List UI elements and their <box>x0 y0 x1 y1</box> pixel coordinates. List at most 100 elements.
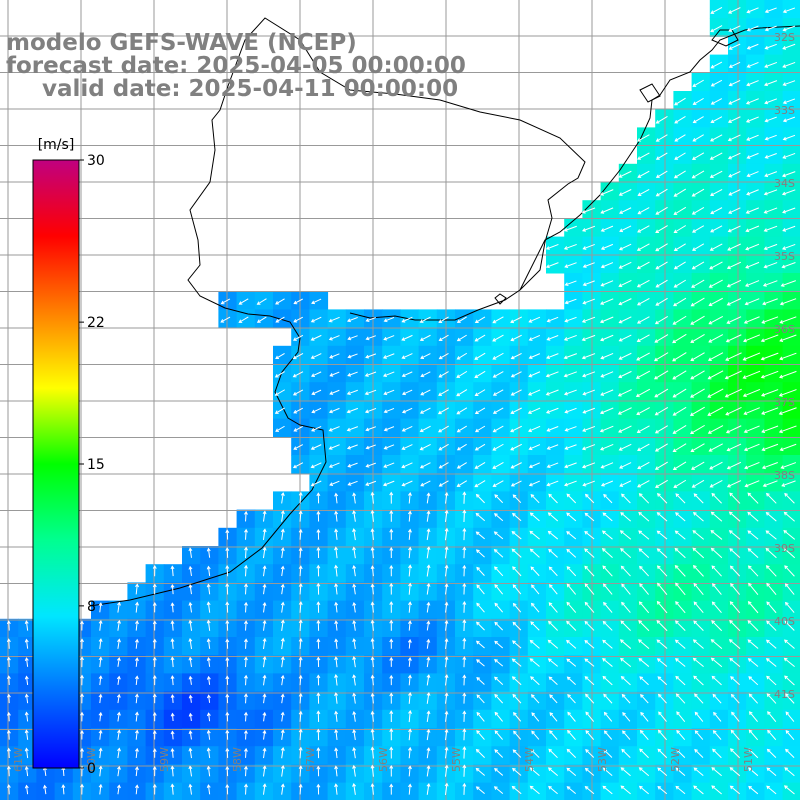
wind-arrow <box>275 353 285 360</box>
wind-arrow <box>528 334 541 341</box>
wind-arrow <box>640 694 649 704</box>
wind-arrow <box>365 317 376 323</box>
wind-arrow <box>316 638 321 649</box>
wind-arrow <box>603 711 613 722</box>
wind-arrow <box>419 462 431 469</box>
wind-arrow <box>98 765 103 777</box>
wind-arrow <box>725 352 742 361</box>
wind-arrow <box>726 443 742 452</box>
wind-arrow <box>636 279 650 288</box>
wind-arrow <box>764 43 777 50</box>
wind-arrow <box>546 316 559 323</box>
wind-arrow <box>280 492 285 504</box>
wind-arrow <box>602 512 613 522</box>
wind-arrow <box>170 765 175 777</box>
wind-arrow <box>545 389 559 396</box>
wind-arrow <box>225 619 230 631</box>
wind-arrow <box>474 389 486 396</box>
wind-arrow <box>781 243 796 250</box>
wind-arrow <box>676 729 686 741</box>
wind-arrow <box>280 547 285 558</box>
wind-arrow <box>280 528 285 540</box>
wind-arrow <box>475 640 485 649</box>
wind-arrow <box>347 462 358 468</box>
wind-arrow <box>98 783 103 795</box>
wind-arrow <box>408 601 412 613</box>
wind-arrow <box>637 298 650 306</box>
wind-arrow <box>6 656 11 668</box>
wind-arrow <box>135 620 139 631</box>
wind-arrow <box>475 767 485 776</box>
wind-arrow <box>582 407 595 414</box>
wind-arrow <box>690 352 705 362</box>
wind-arrow <box>636 407 650 416</box>
wind-arrow <box>584 620 595 631</box>
wind-arrow <box>401 426 413 432</box>
wind-arrow <box>98 711 103 722</box>
wind-arrow <box>492 443 504 451</box>
wind-arrow <box>188 583 193 595</box>
wind-arrow <box>134 638 139 649</box>
wind-arrow <box>80 747 84 758</box>
wind-arrow <box>408 582 412 595</box>
wind-arrow <box>566 658 577 667</box>
wind-arrow <box>316 747 321 759</box>
wind-arrow <box>494 768 504 776</box>
wind-arrow <box>746 25 759 32</box>
wind-arrow <box>530 676 540 686</box>
wind-arrow <box>549 730 558 740</box>
wind-arrow <box>761 443 779 452</box>
wind-arrow <box>274 407 285 414</box>
wind-arrow <box>767 729 777 741</box>
wind-arrow <box>548 602 558 613</box>
wind-arrow <box>690 388 705 398</box>
wind-arrow <box>389 582 394 595</box>
wind-arrow <box>408 728 412 741</box>
wind-arrow <box>784 675 795 686</box>
wind-arrow <box>581 334 596 342</box>
wind-arrow <box>426 564 431 577</box>
wind-arrow <box>316 546 321 559</box>
wind-arrow <box>462 491 467 504</box>
wind-arrow <box>334 564 339 577</box>
wind-arrow <box>584 601 595 613</box>
wind-arrow <box>779 370 797 379</box>
wind-arrow <box>725 406 742 416</box>
wind-arrow <box>728 61 741 69</box>
wind-arrow <box>401 480 413 487</box>
wind-arrow <box>529 785 540 795</box>
wind-arrow <box>444 764 449 777</box>
wind-arrow <box>370 692 375 704</box>
wind-arrow <box>585 711 595 722</box>
wind-arrow <box>134 766 139 777</box>
wind-arrow <box>600 243 614 250</box>
wind-arrow <box>763 225 778 232</box>
wind-arrow <box>619 207 632 214</box>
wind-arrow <box>382 353 395 359</box>
wind-arrow <box>334 656 339 668</box>
wind-arrow <box>117 765 121 777</box>
wind-arrow <box>584 512 595 522</box>
wind-arrow <box>530 621 540 631</box>
wind-arrow <box>293 316 304 323</box>
wind-arrow <box>747 658 759 667</box>
wind-arrow <box>243 620 248 631</box>
wind-arrow <box>547 530 559 540</box>
wind-arrow <box>444 619 449 631</box>
wind-arrow <box>545 371 559 378</box>
wind-arrow <box>655 206 668 215</box>
wind-arrow <box>673 170 686 179</box>
wind-arrow <box>474 480 486 488</box>
wind-arrow <box>747 492 759 504</box>
wind-arrow <box>638 511 650 522</box>
wind-arrow <box>710 639 723 650</box>
wind-arrow <box>747 530 759 540</box>
wind-arrow <box>784 693 795 704</box>
wind-arrow <box>347 353 358 359</box>
wind-arrow <box>620 620 631 631</box>
wind-arrow <box>766 620 777 631</box>
wind-arrow <box>600 262 614 269</box>
wind-arrow <box>134 711 139 722</box>
wind-arrow <box>352 620 357 631</box>
wind-arrow <box>352 492 357 504</box>
